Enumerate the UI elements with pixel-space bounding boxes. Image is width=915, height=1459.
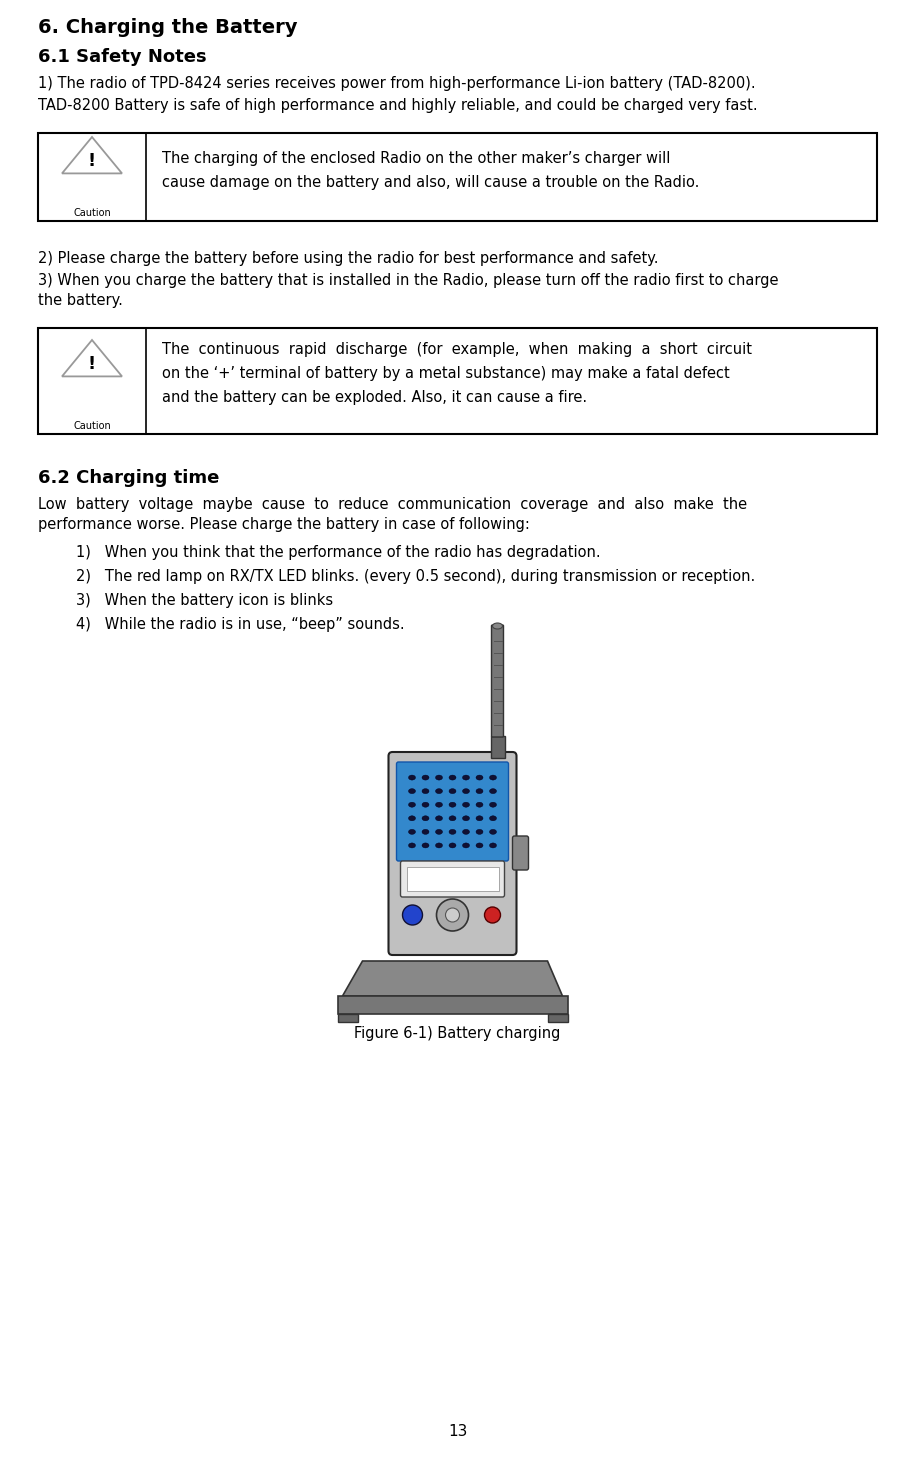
FancyBboxPatch shape	[338, 996, 567, 1014]
Ellipse shape	[449, 829, 456, 835]
Ellipse shape	[462, 843, 469, 848]
Text: 2)   The red lamp on RX/TX LED blinks. (every 0.5 second), during transmission o: 2) The red lamp on RX/TX LED blinks. (ev…	[76, 569, 755, 584]
Ellipse shape	[408, 775, 415, 781]
Bar	[547, 1014, 567, 1021]
Text: 4)   While the radio is in use, “beep” sounds.: 4) While the radio is in use, “beep” sou…	[76, 617, 404, 632]
Text: Figure 6-1) Battery charging: Figure 6-1) Battery charging	[354, 1026, 561, 1042]
Circle shape	[485, 907, 501, 924]
Bar	[490, 735, 504, 759]
Ellipse shape	[408, 816, 415, 821]
Ellipse shape	[476, 829, 483, 835]
Ellipse shape	[462, 789, 469, 794]
Ellipse shape	[408, 789, 415, 794]
FancyBboxPatch shape	[491, 624, 503, 737]
Text: The charging of the enclosed Radio on the other maker’s charger will: The charging of the enclosed Radio on th…	[162, 150, 671, 166]
Ellipse shape	[490, 843, 497, 848]
Ellipse shape	[449, 816, 456, 821]
Ellipse shape	[436, 789, 443, 794]
Ellipse shape	[476, 843, 483, 848]
Ellipse shape	[422, 789, 429, 794]
Circle shape	[436, 899, 468, 931]
Ellipse shape	[490, 829, 497, 835]
Text: 6.2 Charging time: 6.2 Charging time	[38, 468, 220, 487]
Ellipse shape	[476, 775, 483, 781]
Text: TAD-8200 Battery is safe of high performance and highly reliable, and could be c: TAD-8200 Battery is safe of high perform…	[38, 98, 758, 112]
Ellipse shape	[422, 775, 429, 781]
Text: 6.1 Safety Notes: 6.1 Safety Notes	[38, 48, 207, 66]
Ellipse shape	[490, 775, 497, 781]
Ellipse shape	[492, 623, 502, 629]
Ellipse shape	[422, 802, 429, 807]
Text: cause damage on the battery and also, will cause a trouble on the Radio.: cause damage on the battery and also, wi…	[162, 175, 699, 190]
Ellipse shape	[462, 816, 469, 821]
Ellipse shape	[476, 802, 483, 807]
Bar	[38, 133, 877, 220]
Ellipse shape	[408, 843, 415, 848]
Text: 3)   When the battery icon is blinks: 3) When the battery icon is blinks	[76, 592, 333, 608]
Ellipse shape	[436, 802, 443, 807]
Ellipse shape	[422, 816, 429, 821]
Ellipse shape	[422, 843, 429, 848]
Ellipse shape	[462, 829, 469, 835]
Text: Caution: Caution	[73, 209, 111, 217]
Ellipse shape	[462, 775, 469, 781]
Ellipse shape	[476, 816, 483, 821]
Text: Low  battery  voltage  maybe  cause  to  reduce  communication  coverage  and  a: Low battery voltage maybe cause to reduc…	[38, 498, 748, 512]
FancyBboxPatch shape	[396, 762, 509, 861]
Ellipse shape	[476, 789, 483, 794]
Text: and the battery can be exploded. Also, it can cause a fire.: and the battery can be exploded. Also, i…	[162, 390, 587, 406]
Ellipse shape	[436, 775, 443, 781]
Ellipse shape	[490, 816, 497, 821]
Polygon shape	[342, 961, 563, 996]
Text: 6. Charging the Battery: 6. Charging the Battery	[38, 18, 297, 36]
Ellipse shape	[436, 829, 443, 835]
Ellipse shape	[408, 829, 415, 835]
Text: 3) When you charge the battery that is installed in the Radio, please turn off t: 3) When you charge the battery that is i…	[38, 273, 779, 287]
Bar	[406, 867, 499, 891]
Circle shape	[446, 907, 459, 922]
Ellipse shape	[490, 802, 497, 807]
Circle shape	[403, 905, 423, 925]
Text: Caution: Caution	[73, 422, 111, 430]
Ellipse shape	[436, 816, 443, 821]
Text: performance worse. Please charge the battery in case of following:: performance worse. Please charge the bat…	[38, 516, 530, 533]
Ellipse shape	[449, 802, 456, 807]
FancyBboxPatch shape	[512, 836, 529, 870]
Ellipse shape	[449, 789, 456, 794]
Text: !: !	[88, 152, 96, 171]
Ellipse shape	[490, 789, 497, 794]
Text: 1) The radio of TPD-8424 series receives power from high-performance Li-ion batt: 1) The radio of TPD-8424 series receives…	[38, 76, 756, 90]
Text: 13: 13	[447, 1424, 468, 1439]
FancyBboxPatch shape	[389, 751, 516, 956]
Text: 2) Please charge the battery before using the radio for best performance and saf: 2) Please charge the battery before usin…	[38, 251, 659, 266]
Ellipse shape	[422, 829, 429, 835]
Bar	[38, 328, 877, 433]
Ellipse shape	[449, 775, 456, 781]
Text: 1)   When you think that the performance of the radio has degradation.: 1) When you think that the performance o…	[76, 546, 600, 560]
Text: the battery.: the battery.	[38, 293, 123, 308]
Text: !: !	[88, 355, 96, 374]
Ellipse shape	[449, 843, 456, 848]
Ellipse shape	[408, 802, 415, 807]
Text: The  continuous  rapid  discharge  (for  example,  when  making  a  short  circu: The continuous rapid discharge (for exam…	[162, 341, 752, 357]
Bar	[338, 1014, 358, 1021]
Text: on the ‘+’ terminal of battery by a metal substance) may make a fatal defect: on the ‘+’ terminal of battery by a meta…	[162, 366, 730, 381]
FancyBboxPatch shape	[401, 861, 504, 897]
Ellipse shape	[436, 843, 443, 848]
Ellipse shape	[462, 802, 469, 807]
